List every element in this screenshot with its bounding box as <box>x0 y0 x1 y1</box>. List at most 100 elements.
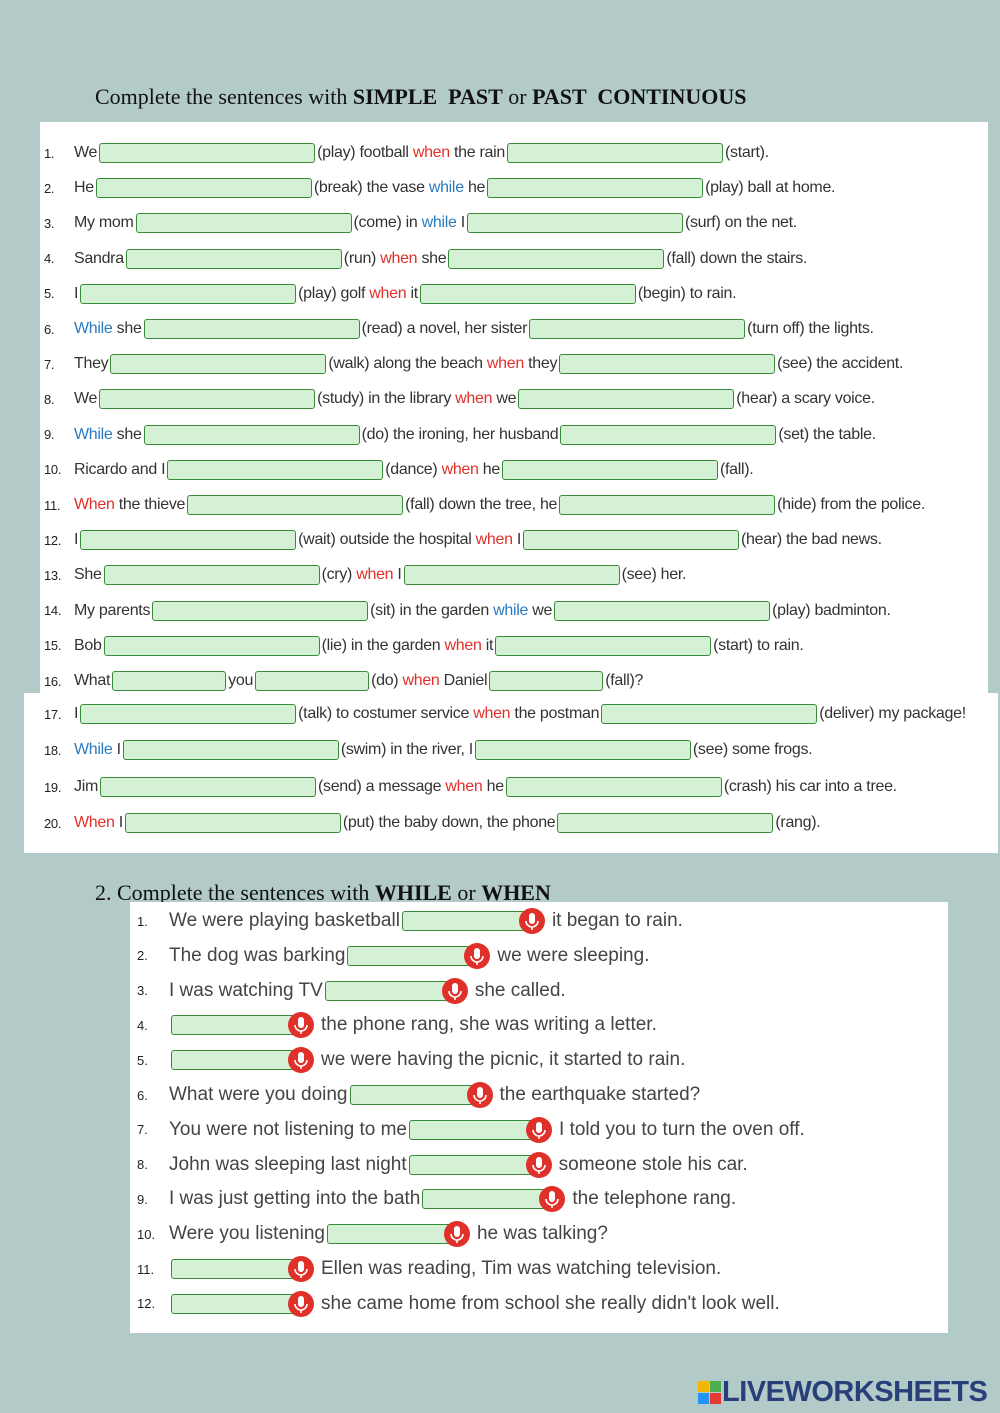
title-text: Complete the sentences with <box>95 84 353 109</box>
answer-box[interactable] <box>171 1293 301 1314</box>
answer-box[interactable] <box>403 565 620 586</box>
item-number: 4. <box>137 1017 148 1033</box>
sentence-text: (turn off) the lights. <box>747 320 874 337</box>
item-number: 12. <box>44 532 62 548</box>
answer-box[interactable] <box>135 213 352 234</box>
answer-box[interactable] <box>523 530 739 551</box>
sentence-text: (fall) down the tree, he <box>405 496 558 513</box>
sentence-text: (fall). <box>719 460 754 478</box>
answer-box[interactable] <box>152 600 369 621</box>
answer-box[interactable] <box>495 635 712 656</box>
sentence: 15. Bob (lie) in the garden when it (start)… <box>44 634 804 658</box>
keyword: when <box>475 531 513 549</box>
answer-box[interactable] <box>419 283 636 304</box>
answer-box[interactable] <box>255 671 370 691</box>
mic-button[interactable] <box>441 977 469 1005</box>
sentence: 9. I was just getting into the bath the te… <box>137 1185 736 1213</box>
answer-box[interactable] <box>601 704 818 724</box>
answer-box[interactable] <box>122 740 339 760</box>
answer-box[interactable] <box>557 813 774 833</box>
answer-box[interactable] <box>505 777 722 797</box>
mic-button[interactable] <box>287 1046 315 1074</box>
answer-box[interactable] <box>124 813 341 833</box>
answer-box[interactable] <box>324 980 455 1001</box>
answer-box[interactable] <box>529 319 746 339</box>
item-number: 13. <box>44 567 62 583</box>
answer-box[interactable] <box>171 1259 301 1279</box>
item-number: 7. <box>137 1122 148 1138</box>
sentence-text: they <box>523 355 558 373</box>
answer-box[interactable] <box>559 495 776 515</box>
answer-box[interactable] <box>112 671 227 691</box>
answer-box[interactable] <box>99 143 316 163</box>
sentence-text: (do) the ironing, her husband <box>361 425 559 443</box>
mic-button[interactable] <box>287 1011 315 1039</box>
sentence: 6. What were you doing the earthquake star… <box>137 1081 700 1109</box>
sentence: 10. Were you listening he was talking? <box>137 1220 608 1248</box>
answer-box[interactable] <box>110 354 327 375</box>
answer-box[interactable] <box>422 1189 553 1210</box>
sentence-text: (hear) a scary voice. <box>736 390 875 408</box>
answer-box[interactable] <box>143 319 360 339</box>
answer-box[interactable] <box>99 389 316 410</box>
answer-box[interactable] <box>187 495 404 515</box>
mic-button[interactable] <box>525 1116 553 1144</box>
title-bold: SIMPLE PAST <box>352 84 503 109</box>
answer-box[interactable] <box>409 1119 540 1140</box>
section2-title: 2. Complete the sentences with WHILE or … <box>95 854 551 906</box>
sentence-text: (put) the baby down, the phone <box>342 814 556 831</box>
answer-box[interactable] <box>125 248 342 269</box>
answer-box[interactable] <box>143 424 360 445</box>
sentence-text: He <box>74 179 94 197</box>
answer-box[interactable] <box>347 945 478 966</box>
answer-box[interactable] <box>95 178 312 199</box>
answer-box[interactable] <box>103 565 320 586</box>
sentence-text: She <box>74 566 102 584</box>
sentence-text: (hear) the bad news. <box>741 531 882 549</box>
answer-box[interactable] <box>103 635 320 656</box>
answer-box[interactable] <box>559 354 776 375</box>
answer-box[interactable] <box>80 283 297 304</box>
answer-box[interactable] <box>501 459 718 480</box>
answer-box[interactable] <box>448 248 665 269</box>
answer-box[interactable] <box>518 389 735 410</box>
mic-button[interactable] <box>466 1081 494 1109</box>
keyword: when <box>473 705 511 722</box>
mic-button[interactable] <box>287 1290 315 1318</box>
sentence-text: she called. <box>474 979 566 1001</box>
answer-box[interactable] <box>507 143 724 163</box>
sentence-text: he <box>463 179 486 197</box>
answer-box[interactable] <box>487 178 704 199</box>
answer-box[interactable] <box>466 213 683 234</box>
answer-box[interactable] <box>474 740 691 760</box>
item-number: 9. <box>44 427 55 443</box>
mic-button[interactable] <box>463 942 491 970</box>
answer-box[interactable] <box>99 777 316 797</box>
mic-button[interactable] <box>443 1220 471 1248</box>
answer-box[interactable] <box>560 424 777 445</box>
mic-button[interactable] <box>287 1255 315 1283</box>
answer-box[interactable] <box>326 1224 457 1245</box>
keyword: while <box>421 214 457 232</box>
sentence-text: someone stole his car. <box>558 1153 748 1175</box>
title-bold: WHILE <box>374 880 452 905</box>
sentence: 3. I was watching TV she called. <box>137 977 566 1005</box>
mic-button[interactable] <box>525 1151 553 1179</box>
answer-box[interactable] <box>80 530 297 551</box>
sentence-text: Ellen was reading, Tim was watching tele… <box>321 1258 722 1279</box>
sentence-text: Ricardo and I <box>74 460 166 478</box>
sentence: 16. What you (do) when Daniel (fall)? <box>44 669 643 693</box>
answer-box[interactable] <box>349 1085 480 1105</box>
mic-button[interactable] <box>518 907 546 935</box>
answer-box[interactable] <box>167 459 384 480</box>
answer-box[interactable] <box>401 911 532 931</box>
answer-box[interactable] <box>554 600 771 621</box>
mic-button[interactable] <box>538 1185 566 1213</box>
answer-box[interactable] <box>171 1015 301 1036</box>
answer-box[interactable] <box>80 704 297 724</box>
keyword: While <box>74 425 113 443</box>
sentence-text: My parents <box>74 601 151 619</box>
answer-box[interactable] <box>489 671 604 691</box>
answer-box[interactable] <box>171 1050 301 1071</box>
answer-box[interactable] <box>408 1154 539 1175</box>
